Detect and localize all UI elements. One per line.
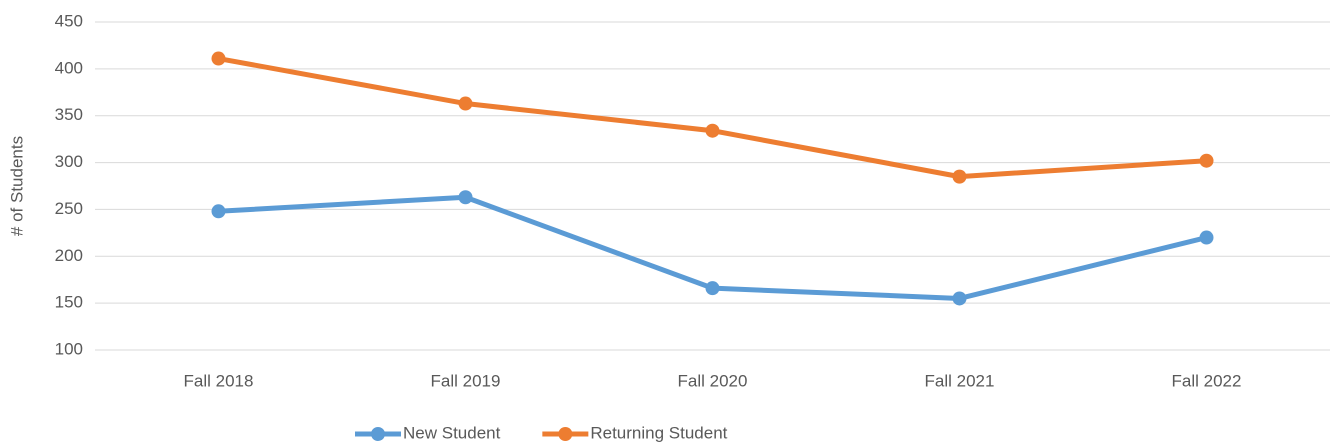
x-tick-label: Fall 2021 xyxy=(925,371,995,390)
legend-marker xyxy=(371,427,385,441)
y-tick-label: 300 xyxy=(55,152,83,171)
x-tick-label: Fall 2020 xyxy=(678,371,748,390)
y-tick-label: 450 xyxy=(55,11,83,30)
data-point xyxy=(952,291,967,306)
data-point xyxy=(211,204,226,219)
x-tick-label: Fall 2019 xyxy=(431,371,501,390)
y-axis-label: # of Students xyxy=(7,136,26,236)
legend-marker xyxy=(558,427,573,441)
data-point xyxy=(1199,230,1214,245)
y-tick-label: 100 xyxy=(55,339,83,358)
data-point xyxy=(1199,153,1214,168)
series-line xyxy=(218,56,1207,180)
data-point xyxy=(458,96,473,111)
data-point xyxy=(952,169,967,184)
data-point xyxy=(458,190,473,205)
x-tick-label: Fall 2022 xyxy=(1172,371,1242,390)
legend-label: Returning Student xyxy=(590,423,727,442)
data-point xyxy=(705,123,720,138)
y-tick-label: 150 xyxy=(55,293,83,312)
legend-label: New Student xyxy=(403,423,501,442)
y-tick-label: 350 xyxy=(55,105,83,124)
data-point xyxy=(705,281,720,296)
y-tick-label: 250 xyxy=(55,199,83,218)
x-tick-label: Fall 2018 xyxy=(184,371,254,390)
y-tick-label: 400 xyxy=(55,58,83,77)
y-tick-label: 200 xyxy=(55,246,83,265)
data-point xyxy=(211,51,226,66)
